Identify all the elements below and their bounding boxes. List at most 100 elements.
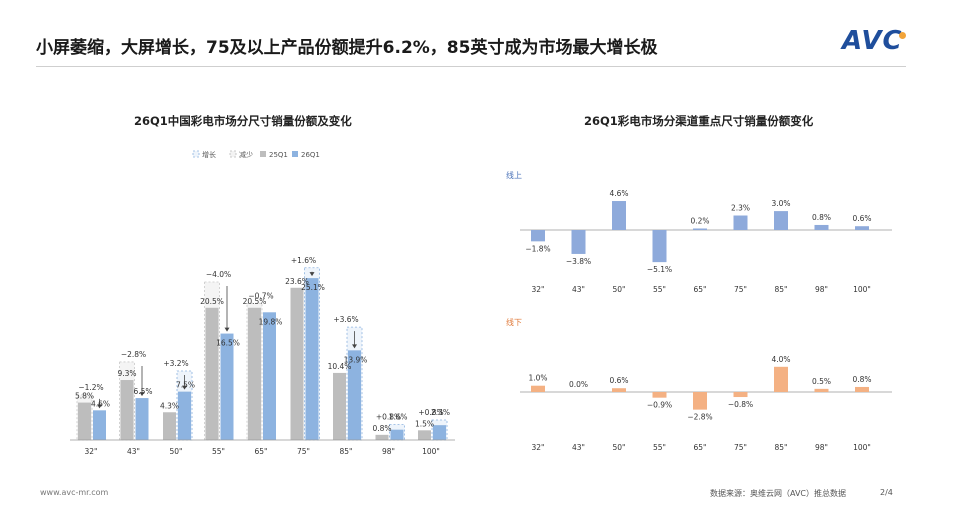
value-label-26q1: 7.5% [176, 381, 195, 390]
x-tick-label: 98" [815, 285, 828, 294]
value-label-26q1: 13.9% [344, 355, 368, 364]
value-label: 0.0% [569, 380, 588, 389]
header-divider [36, 66, 906, 67]
bar [814, 388, 829, 392]
bar-25q1 [248, 307, 261, 440]
avc-logo: AVC [842, 26, 906, 56]
header: 小屏萎缩，大屏增长，75及以上产品份额提升6.2%，85英寸成为市场最大增长极 … [0, 0, 960, 68]
legend-increase-swatch [192, 150, 200, 158]
value-label: 0.6% [609, 376, 628, 385]
x-tick-label: 75" [297, 447, 310, 456]
bar-25q1 [120, 380, 134, 440]
value-label-25q1: 10.4% [328, 362, 352, 371]
series-name-label: 线上 [506, 170, 522, 180]
legend-decrease-swatch [229, 150, 237, 158]
x-tick-label: 85" [775, 285, 788, 294]
value-label-26q1: 6.5% [133, 387, 152, 396]
bar [855, 226, 869, 230]
value-label: −0.9% [647, 401, 672, 410]
change-arrowhead [139, 392, 145, 397]
x-tick-label: 55" [212, 447, 225, 456]
value-label-25q1: 4.3% [160, 401, 179, 410]
value-label: 4.6% [609, 189, 628, 198]
x-tick-label: 100" [853, 285, 871, 294]
bar [733, 392, 748, 398]
change-label: +1.6% [291, 256, 316, 265]
value-label-26q1: 19.8% [259, 317, 283, 326]
x-tick-label: 65" [694, 443, 707, 452]
x-tick-label: 43" [572, 443, 585, 452]
right-chart-title: 26Q1彩电市场分渠道重点尺寸销量份额变化 [584, 114, 814, 128]
size-group-1: −2.8% 9.3% 6.5% 43" [117, 350, 152, 456]
channel-share-chart: 线上 −1.8% 32" −3.8% 43" 4.6% 50" −5.1% 55" 0.2% 65"… [506, 170, 892, 452]
value-label-25q1: 9.3% [117, 369, 136, 378]
change-label: +0.8% [418, 408, 443, 417]
change-label: −0.7% [248, 291, 273, 300]
x-tick-label: 65" [255, 447, 268, 456]
logo-text: AVC [842, 26, 903, 56]
value-label: −1.8% [525, 244, 550, 253]
bar [612, 388, 626, 392]
value-label-26q1: 1.6% [388, 413, 407, 422]
page-title: 小屏萎缩，大屏增长，75及以上产品份额提升6.2%，85英寸成为市场最大增长极 [36, 38, 658, 58]
bar [774, 366, 788, 392]
bar-26q1 [348, 350, 361, 440]
x-tick-label: 43" [127, 447, 140, 456]
x-tick-label: 32" [85, 447, 98, 456]
series-name-label: 线下 [506, 317, 522, 327]
x-tick-label: 75" [734, 443, 747, 452]
value-label: 0.6% [852, 214, 871, 223]
bar [814, 224, 829, 230]
change-arrowhead [182, 385, 187, 390]
footer-website[interactable]: www.avc-mr.com [40, 488, 109, 497]
size-group-7: +0.8% 0.8% 1.6% 98" [372, 413, 407, 456]
value-label: 0.8% [852, 375, 871, 384]
x-tick-label: 65" [694, 285, 707, 294]
change-label: −2.8% [121, 350, 146, 359]
change-arrowhead [309, 272, 315, 277]
value-label: 3.0% [771, 199, 790, 208]
bar-26q1 [93, 410, 106, 440]
bar-25q1 [78, 402, 91, 440]
legend-26q1-label: 26Q1 [301, 151, 320, 159]
x-tick-label: 98" [382, 447, 395, 456]
bar [652, 392, 667, 398]
value-label-25q1: 23.6% [285, 277, 309, 286]
value-label: 0.2% [690, 217, 709, 226]
x-tick-label: 100" [422, 447, 440, 456]
size-share-chart: 增长 减少 25Q1 26Q1 −1.2%5.8%4.6% 32" −2.8% 9.3% 6.5… [70, 150, 455, 456]
value-label: 0.5% [812, 377, 831, 386]
bar-25q1 [205, 307, 219, 440]
value-label-26q1: 25.1% [301, 283, 325, 292]
left-chart-title: 26Q1中国彩电市场分尺寸销量份额及变化 [134, 114, 352, 128]
x-tick-label: 32" [532, 285, 545, 294]
legend-25q1-swatch [260, 151, 266, 157]
bar [855, 386, 869, 392]
legend-decrease-label: 减少 [239, 150, 253, 159]
x-tick-label: 75" [734, 285, 747, 294]
x-tick-label: 100" [853, 443, 871, 452]
value-label: 4.0% [771, 355, 790, 364]
value-label: 2.3% [731, 204, 750, 213]
value-label: −0.8% [728, 400, 753, 409]
bar-25q1 [375, 434, 389, 440]
legend-26q1-swatch [292, 151, 298, 157]
x-tick-label: 85" [340, 447, 353, 456]
size-group-5: +1.6% 23.6%25.1% 75" [285, 256, 325, 456]
value-label: −3.8% [566, 257, 591, 266]
bar-26q1 [135, 398, 149, 440]
change-arrowhead [352, 344, 357, 349]
x-tick-label: 50" [170, 447, 183, 456]
x-tick-label: 50" [613, 285, 626, 294]
x-tick-label: 98" [815, 443, 828, 452]
channel-panel-0: 线上 −1.8% 32" −3.8% 43" 4.6% 50" −5.1% 55" 0.2% 65"… [506, 170, 892, 294]
change-label: −1.2% [78, 383, 103, 392]
value-label-25q1: 5.8% [75, 392, 94, 401]
bar-26q1 [263, 312, 276, 440]
value-label-25q1: 20.5% [200, 297, 224, 306]
footer-source: 数据来源：奥维云网（AVC）推总数据 [710, 489, 847, 498]
value-label-26q1: 4.6% [91, 399, 110, 408]
x-tick-label: 55" [653, 443, 666, 452]
change-label: +0.8% [376, 413, 401, 422]
bar-25q1 [418, 430, 431, 440]
